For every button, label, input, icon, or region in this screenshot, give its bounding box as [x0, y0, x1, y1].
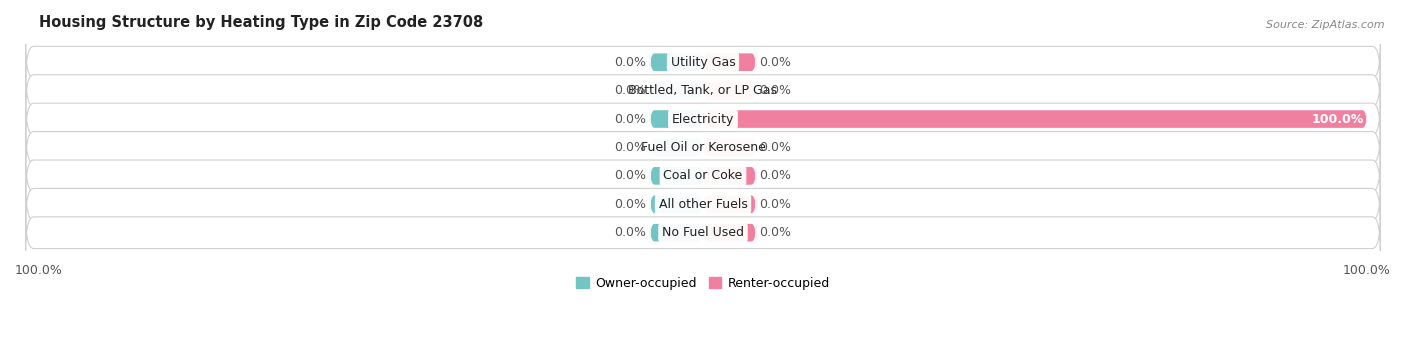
- FancyBboxPatch shape: [25, 101, 1381, 137]
- Text: 0.0%: 0.0%: [759, 84, 792, 97]
- Text: 0.0%: 0.0%: [759, 56, 792, 69]
- FancyBboxPatch shape: [25, 129, 1381, 166]
- FancyBboxPatch shape: [25, 44, 1381, 80]
- Text: 0.0%: 0.0%: [759, 226, 792, 239]
- Text: Coal or Coke: Coal or Coke: [664, 169, 742, 182]
- FancyBboxPatch shape: [703, 222, 756, 244]
- Text: 0.0%: 0.0%: [614, 84, 647, 97]
- Legend: Owner-occupied, Renter-occupied: Owner-occupied, Renter-occupied: [571, 272, 835, 295]
- Text: 0.0%: 0.0%: [759, 169, 792, 182]
- FancyBboxPatch shape: [703, 51, 756, 73]
- FancyBboxPatch shape: [703, 136, 756, 159]
- Text: 0.0%: 0.0%: [759, 141, 792, 154]
- FancyBboxPatch shape: [25, 72, 1381, 109]
- FancyBboxPatch shape: [25, 214, 1381, 251]
- Text: No Fuel Used: No Fuel Used: [662, 226, 744, 239]
- Text: 0.0%: 0.0%: [614, 198, 647, 211]
- FancyBboxPatch shape: [25, 158, 1381, 194]
- Text: 0.0%: 0.0%: [759, 198, 792, 211]
- FancyBboxPatch shape: [650, 79, 703, 102]
- Text: 0.0%: 0.0%: [614, 169, 647, 182]
- FancyBboxPatch shape: [650, 136, 703, 159]
- Text: Utility Gas: Utility Gas: [671, 56, 735, 69]
- Text: Fuel Oil or Kerosene: Fuel Oil or Kerosene: [641, 141, 765, 154]
- Text: Housing Structure by Heating Type in Zip Code 23708: Housing Structure by Heating Type in Zip…: [39, 15, 484, 30]
- Text: Electricity: Electricity: [672, 113, 734, 125]
- Text: All other Fuels: All other Fuels: [658, 198, 748, 211]
- Text: Bottled, Tank, or LP Gas: Bottled, Tank, or LP Gas: [628, 84, 778, 97]
- Text: 100.0%: 100.0%: [1312, 113, 1364, 125]
- Text: 0.0%: 0.0%: [614, 141, 647, 154]
- FancyBboxPatch shape: [703, 165, 756, 187]
- FancyBboxPatch shape: [650, 193, 703, 216]
- FancyBboxPatch shape: [650, 108, 703, 130]
- Text: 0.0%: 0.0%: [614, 113, 647, 125]
- FancyBboxPatch shape: [650, 51, 703, 73]
- FancyBboxPatch shape: [703, 108, 1367, 130]
- Text: Source: ZipAtlas.com: Source: ZipAtlas.com: [1267, 20, 1385, 30]
- FancyBboxPatch shape: [25, 186, 1381, 223]
- FancyBboxPatch shape: [703, 79, 756, 102]
- Text: 0.0%: 0.0%: [614, 226, 647, 239]
- FancyBboxPatch shape: [703, 193, 756, 216]
- Text: 0.0%: 0.0%: [614, 56, 647, 69]
- FancyBboxPatch shape: [650, 222, 703, 244]
- FancyBboxPatch shape: [650, 165, 703, 187]
